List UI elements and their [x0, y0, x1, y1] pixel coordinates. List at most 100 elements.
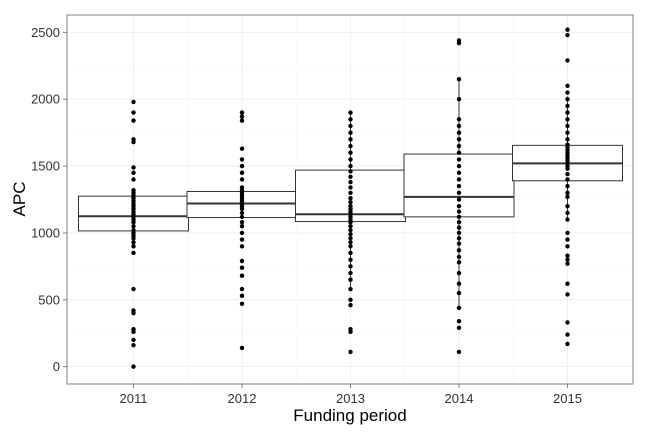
data-point	[348, 302, 353, 308]
data-point	[565, 237, 570, 242]
data-point	[348, 199, 353, 205]
data-point	[456, 325, 462, 331]
data-point	[565, 257, 570, 262]
data-point	[348, 163, 353, 169]
y-tick-label: 0	[53, 359, 60, 374]
data-point	[239, 224, 245, 229]
data-point	[239, 110, 245, 115]
data-point	[456, 190, 462, 196]
data-point	[239, 210, 245, 216]
data-point	[456, 197, 462, 202]
data-point	[131, 308, 136, 313]
data-point	[348, 190, 353, 196]
data-point	[348, 143, 353, 149]
data-point	[565, 341, 570, 347]
data-point	[131, 343, 136, 348]
points-2011	[131, 99, 136, 369]
data-point	[565, 281, 570, 286]
data-point	[348, 277, 353, 282]
data-point	[565, 171, 570, 177]
data-point	[456, 254, 462, 260]
data-point	[348, 157, 353, 162]
data-point	[456, 143, 462, 149]
data-point	[239, 273, 245, 278]
data-point	[239, 163, 245, 169]
data-point	[131, 224, 136, 229]
data-point	[348, 250, 353, 256]
data-point	[131, 170, 136, 175]
data-point	[456, 225, 462, 230]
data-point	[239, 220, 245, 225]
data-point	[239, 185, 245, 190]
points-2015	[565, 27, 570, 347]
data-point	[456, 241, 462, 246]
data-point	[565, 261, 570, 266]
data-point	[456, 220, 462, 225]
data-point	[348, 244, 353, 249]
data-point	[565, 110, 570, 115]
data-point	[456, 97, 462, 102]
data-point	[456, 349, 462, 355]
data-point	[239, 170, 245, 175]
data-point	[565, 103, 570, 109]
y-tick-label: 2000	[31, 92, 60, 107]
data-point	[348, 240, 353, 245]
data-point	[348, 236, 353, 241]
data-point	[456, 248, 462, 253]
data-point	[456, 117, 462, 122]
data-point	[456, 270, 462, 276]
data-point	[565, 90, 570, 95]
y-axis-ticks: 0 500 1000 1500 2000 2500	[31, 25, 67, 374]
data-point	[565, 58, 570, 63]
data-point	[348, 203, 353, 209]
data-point	[565, 320, 570, 325]
data-point	[456, 76, 462, 82]
data-point	[131, 177, 136, 182]
data-point	[565, 32, 570, 38]
data-point	[131, 337, 136, 343]
x-axis-ticks: 2011 2012 2013 2014 2015	[120, 384, 582, 406]
data-point	[456, 177, 462, 182]
data-point	[456, 130, 462, 135]
data-point	[131, 244, 136, 249]
data-point	[239, 177, 245, 182]
data-point	[565, 117, 570, 122]
points-2014	[456, 38, 462, 355]
data-point	[131, 118, 136, 123]
data-point	[131, 364, 136, 369]
data-point	[239, 265, 245, 270]
data-point	[456, 170, 462, 175]
data-point	[565, 332, 570, 337]
data-point	[239, 230, 245, 236]
data-point	[348, 326, 353, 332]
data-point	[239, 146, 245, 151]
data-point	[565, 183, 570, 189]
y-tick-label: 1000	[31, 225, 60, 240]
data-point	[348, 228, 353, 233]
data-point	[131, 110, 136, 115]
data-point	[131, 326, 136, 332]
data-point	[239, 237, 245, 242]
x-axis-title: Funding period	[293, 406, 406, 425]
data-point	[348, 297, 353, 302]
data-point	[239, 114, 245, 119]
data-point	[456, 183, 462, 189]
data-point	[239, 118, 245, 123]
data-point	[239, 258, 245, 264]
data-point	[131, 137, 136, 142]
data-point	[348, 257, 353, 262]
data-point	[565, 244, 570, 249]
y-axis-title: APC	[10, 182, 29, 217]
data-point	[565, 27, 570, 32]
data-point	[565, 253, 570, 258]
data-point	[565, 130, 570, 135]
data-point	[456, 123, 462, 129]
data-point	[348, 286, 353, 292]
data-point	[348, 130, 353, 135]
data-point	[456, 281, 462, 286]
data-point	[565, 203, 570, 209]
x-tick-label: 2011	[120, 391, 148, 406]
data-point	[348, 264, 353, 269]
data-points	[131, 27, 570, 369]
data-point	[131, 187, 136, 193]
